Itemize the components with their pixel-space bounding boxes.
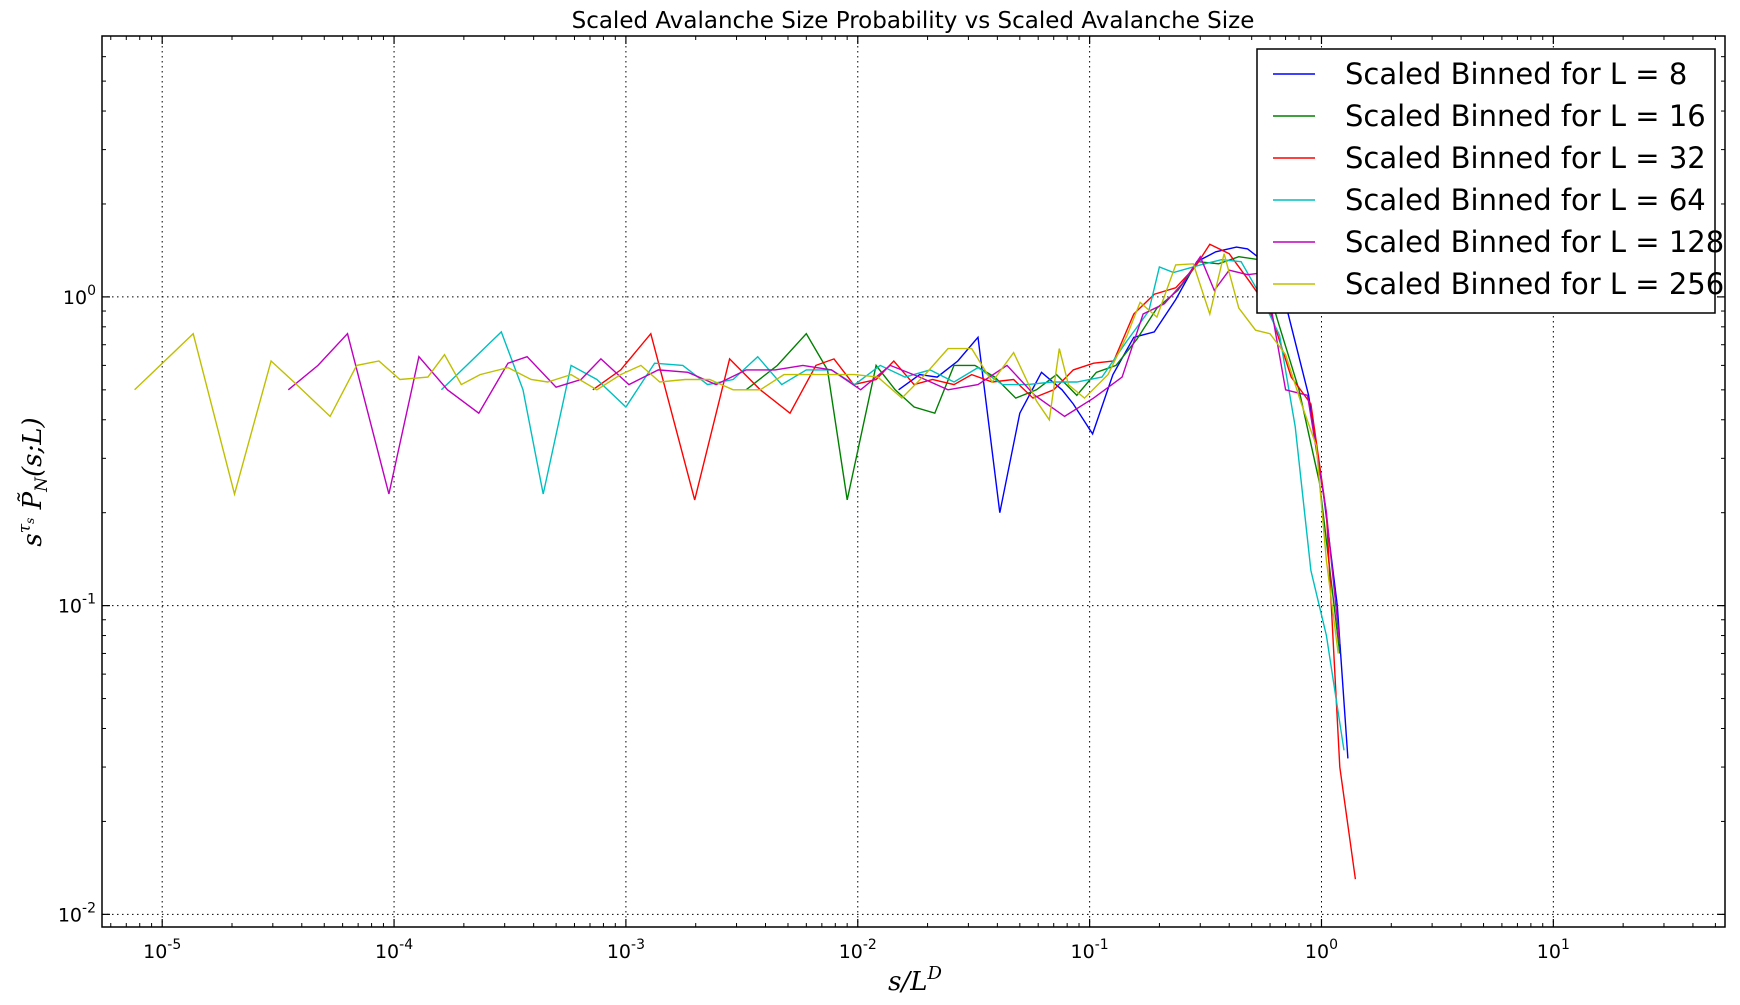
x-tick-base: 10 xyxy=(1537,941,1561,963)
x-tick-exponent: -4 xyxy=(399,937,413,953)
x-tick-label: 10-4 xyxy=(375,937,413,963)
y-tick-label: 10-1 xyxy=(58,592,96,618)
series-line-5 xyxy=(134,253,1339,654)
x-tick-label: 10-1 xyxy=(1071,937,1109,963)
x-tick-exponent: -5 xyxy=(167,937,181,953)
series-line-1 xyxy=(745,255,1341,654)
x-tick-exponent: 1 xyxy=(1561,937,1570,953)
grid xyxy=(102,36,1725,927)
x-tick-base: 10 xyxy=(1305,941,1329,963)
x-tick-label: 100 xyxy=(1305,937,1338,963)
y-axis-label-text: sτs P̃N(s;L) xyxy=(15,417,52,546)
x-tick-base: 10 xyxy=(375,941,399,963)
x-axis-label: s/LD xyxy=(888,963,942,997)
x-tick-base: 10 xyxy=(1071,941,1095,963)
x-tick-base: 10 xyxy=(143,941,167,963)
legend-box xyxy=(1256,48,1716,314)
x-tick-exponent: -1 xyxy=(1095,937,1109,953)
x-tick-exponent: 0 xyxy=(1329,937,1338,953)
x-tick-exponent: -2 xyxy=(863,937,877,953)
y-tick-base: 10 xyxy=(58,596,82,618)
x-tick-base: 10 xyxy=(607,941,631,963)
y-tick-exponent: -1 xyxy=(82,592,96,608)
y-tick-exponent: 0 xyxy=(87,283,96,299)
plot-frame xyxy=(101,35,1726,928)
x-tick-label: 101 xyxy=(1537,937,1570,963)
x-tick-label: 10-3 xyxy=(607,937,645,963)
x-tick-base: 10 xyxy=(839,941,863,963)
y-axis-label: sτs P̃N(s;L) xyxy=(15,417,52,546)
series-line-2 xyxy=(592,243,1357,880)
legend-label-1: Scaled Binned for L = 16 xyxy=(1345,99,1706,133)
x-axis-label-text: s/LD xyxy=(888,963,942,997)
x-tick-exponent: -3 xyxy=(631,937,645,953)
legend-label-2: Scaled Binned for L = 32 xyxy=(1345,141,1706,175)
x-tick-label: 10-2 xyxy=(839,937,877,963)
x-tick-label: 10-5 xyxy=(143,937,181,963)
y-tick-base: 10 xyxy=(63,287,87,309)
chart-title: Scaled Avalanche Size Probability vs Sca… xyxy=(572,8,1255,34)
legend-label-3: Scaled Binned for L = 64 xyxy=(1345,183,1706,217)
series-lines xyxy=(134,243,1357,880)
y-tick-label: 10-2 xyxy=(58,900,96,926)
legend-label-0: Scaled Binned for L = 8 xyxy=(1345,57,1687,91)
y-tick-base: 10 xyxy=(58,904,82,926)
series-line-3 xyxy=(440,258,1345,751)
legend-label-4: Scaled Binned for L = 128 xyxy=(1345,225,1724,259)
legend-label-5: Scaled Binned for L = 256 xyxy=(1345,267,1724,301)
legend: Scaled Binned for L = 8 Scaled Binned for… xyxy=(1256,48,1724,314)
y-tick-exponent: -2 xyxy=(82,900,96,916)
y-tick-label: 100 xyxy=(63,283,96,309)
